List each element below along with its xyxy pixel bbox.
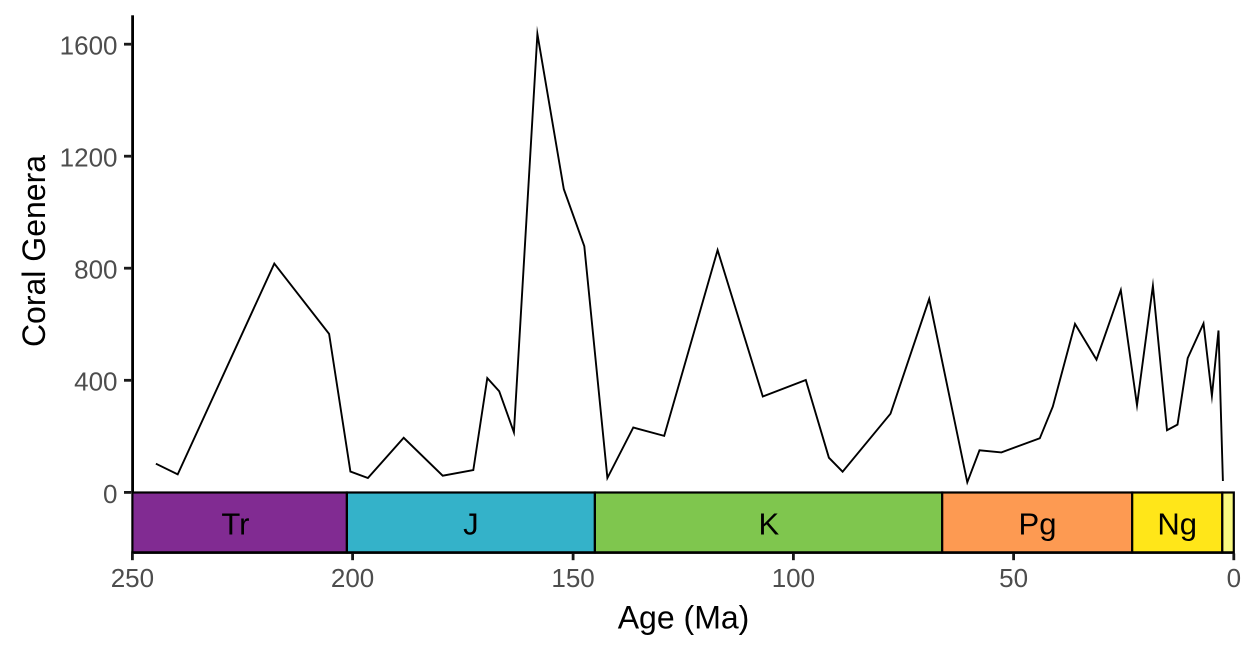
svg-text:1600: 1600	[60, 31, 118, 61]
svg-text:50: 50	[999, 563, 1028, 593]
svg-text:1200: 1200	[60, 143, 118, 173]
svg-text:Ng: Ng	[1157, 507, 1197, 542]
svg-text:Age (Ma): Age (Ma)	[618, 600, 750, 636]
svg-text:J: J	[463, 507, 479, 542]
svg-text:0: 0	[103, 479, 117, 509]
svg-text:K: K	[759, 507, 780, 542]
svg-text:0: 0	[1227, 563, 1241, 593]
svg-text:250: 250	[111, 563, 154, 593]
svg-text:Tr: Tr	[221, 507, 249, 542]
svg-text:800: 800	[74, 255, 117, 285]
svg-text:200: 200	[331, 563, 374, 593]
svg-text:150: 150	[551, 563, 594, 593]
svg-text:Pg: Pg	[1019, 507, 1057, 542]
svg-text:Coral Genera: Coral Genera	[16, 155, 52, 347]
svg-text:400: 400	[74, 367, 117, 397]
svg-text:100: 100	[772, 563, 815, 593]
